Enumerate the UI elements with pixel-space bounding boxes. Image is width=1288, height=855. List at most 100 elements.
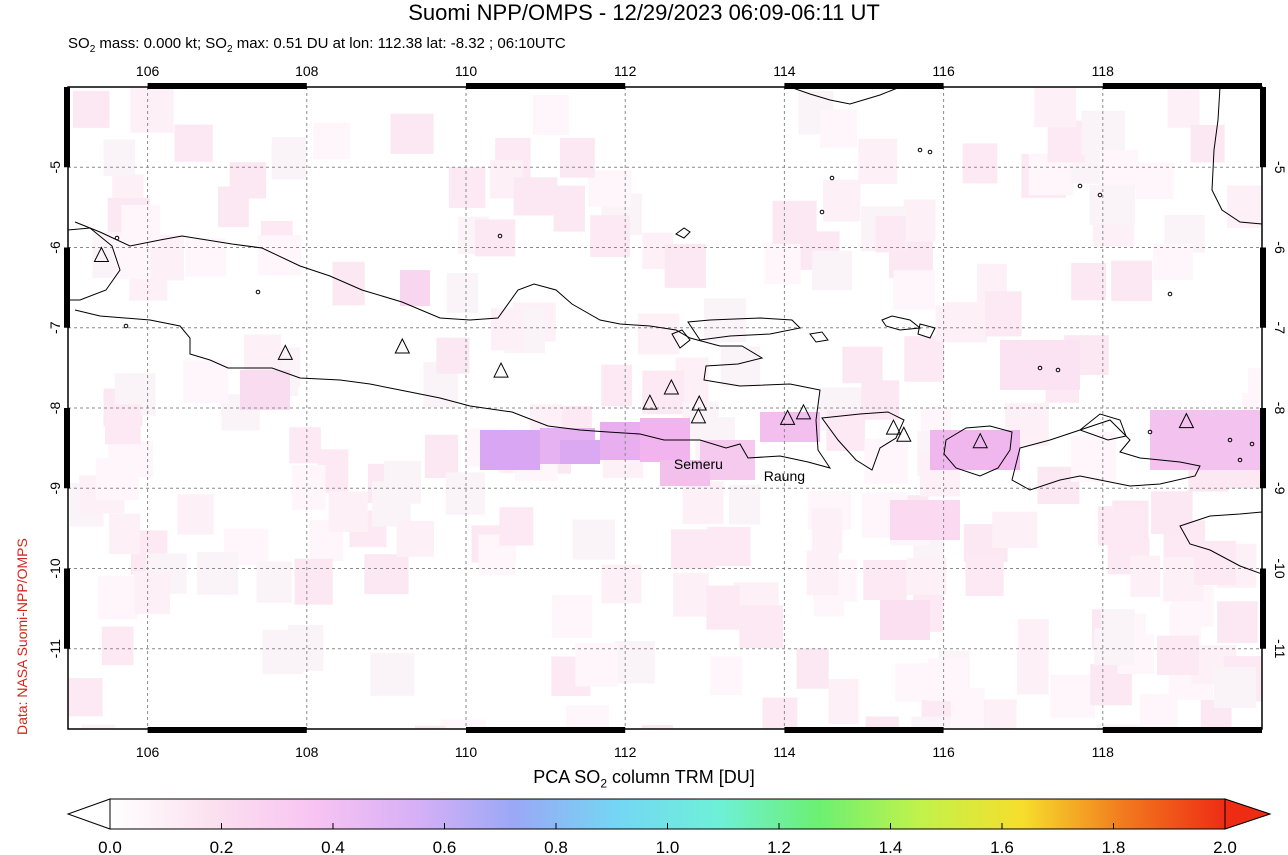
frame-bar <box>147 727 307 733</box>
so2-pixel <box>390 113 434 154</box>
so2-pixel <box>762 697 798 729</box>
so2-pixel <box>863 560 907 601</box>
so2-pixel <box>903 199 936 242</box>
coastline <box>675 227 691 239</box>
so2-pixel <box>1190 124 1225 163</box>
lon-tick-label-bottom: 114 <box>773 744 796 760</box>
so2-pixel <box>641 725 674 729</box>
so2-pixel <box>1016 650 1049 695</box>
volcano-icon <box>277 344 294 360</box>
so2-pixel <box>446 273 479 313</box>
coastline <box>74 221 832 469</box>
so2-pixel <box>764 241 801 285</box>
so2-pixel <box>109 513 141 555</box>
so2-pixel <box>985 699 1017 729</box>
so2-pixel <box>553 185 585 232</box>
so2-pixel <box>893 270 935 310</box>
lon-tick-label-top: 108 <box>295 63 319 79</box>
frame-bar <box>784 83 944 89</box>
so2-pixel <box>842 346 883 384</box>
graticule <box>68 87 1262 729</box>
islet <box>917 147 923 153</box>
volcano-icon <box>779 409 796 425</box>
volcano-icon <box>690 407 707 424</box>
so2-pixel <box>1156 635 1199 675</box>
lat-tick-label-left: -7 <box>47 321 63 334</box>
so2-pixel <box>1081 110 1125 156</box>
lat-tick-label-right: -7 <box>1272 322 1288 335</box>
so2-pixel <box>864 438 909 484</box>
volcano-icon <box>972 432 989 449</box>
so2-pixel <box>1070 436 1117 482</box>
so2-pixel <box>1094 628 1135 666</box>
colorbar-under-arrow <box>66 798 111 830</box>
volcano-icon <box>795 403 812 420</box>
lon-tick-label-top: 114 <box>773 63 796 79</box>
so2-pixel <box>560 440 600 464</box>
volcano-icon <box>895 426 912 442</box>
so2-pixel <box>823 179 861 222</box>
so2-pixel <box>572 519 615 560</box>
frame-bar <box>1260 87 1266 168</box>
so2-pixel <box>332 261 365 306</box>
coastline <box>917 323 936 339</box>
so2-pixel <box>289 427 321 464</box>
so2-pixel <box>660 460 710 486</box>
lon-tick-label-bottom: 108 <box>295 744 319 760</box>
so2-pixel <box>72 90 110 128</box>
lon-tick-label-bottom: 118 <box>1092 744 1115 760</box>
lon-tick-label-top: 112 <box>614 63 637 79</box>
so2-pixel <box>1153 243 1193 281</box>
so2-pixel <box>664 244 706 288</box>
so2-pixel <box>1096 724 1142 729</box>
so2-pixel <box>890 500 960 540</box>
so2-pixel <box>448 166 486 208</box>
so2-pixel <box>414 725 446 729</box>
so2-pixel <box>566 705 610 729</box>
so2-pixel <box>475 219 516 257</box>
so2-pixel <box>1111 260 1153 302</box>
so2-pixel <box>271 137 306 180</box>
so2-pixel <box>196 551 238 595</box>
volcano-icon <box>93 246 110 263</box>
so2-pixel <box>739 605 784 648</box>
frame-bar <box>1260 247 1266 328</box>
so2-pixel <box>858 138 898 185</box>
so2-pixel <box>1099 150 1139 191</box>
so2-pixel <box>291 465 326 511</box>
so2-pixel <box>384 460 421 504</box>
so2-pixel <box>707 526 751 567</box>
so2-pixel <box>1130 555 1161 597</box>
so2-pixel <box>1018 619 1049 658</box>
so2-pixel <box>875 215 906 253</box>
so2-pixel <box>673 573 709 617</box>
coastline <box>1179 511 1262 575</box>
so2-pixel <box>588 170 632 207</box>
so2-map: Semeru Raung 106 106 108 108 110 110 112 112 114 11… <box>47 63 1288 760</box>
so2-pixel <box>480 430 540 470</box>
frame-bar <box>1260 568 1266 649</box>
lat-tick-label-right: -6 <box>1272 241 1288 254</box>
coastline <box>821 411 905 471</box>
lat-tick-label-left: -10 <box>47 558 63 578</box>
coastline <box>671 329 691 349</box>
so2-pixel <box>436 337 470 374</box>
so2-pixel <box>895 663 929 702</box>
islet <box>1097 192 1103 198</box>
so2-pixel <box>682 481 724 525</box>
colorbar-tick-label: 1.2 <box>767 838 791 855</box>
coastline <box>789 87 901 105</box>
so2-pixel <box>103 139 136 176</box>
lon-tick-label-bottom: 112 <box>614 744 637 760</box>
so2-pixel <box>1151 491 1193 535</box>
colorbar: 0.0 0.2 0.4 0.6 0.8 1.0 1.2 1.4 1.6 1.8 2.0 <box>66 798 1272 855</box>
so2-pixel <box>532 94 570 136</box>
so2-pixel <box>985 291 1022 337</box>
colorbar-tick-label: 1.0 <box>656 838 680 855</box>
so2-pixel <box>288 624 324 671</box>
colorbar-tick-label: 0.8 <box>544 838 568 855</box>
so2-pixel <box>601 564 642 604</box>
so2-pixel <box>257 235 302 276</box>
so2-pixel <box>183 360 229 403</box>
lat-tick-label-right: -10 <box>1272 558 1288 578</box>
